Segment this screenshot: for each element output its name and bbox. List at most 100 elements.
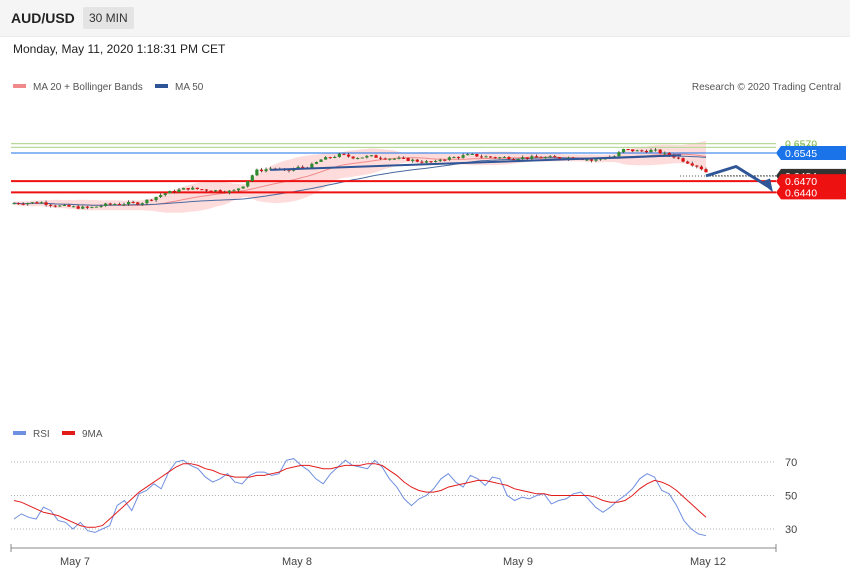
- candle-body: [544, 157, 548, 159]
- candle-body: [67, 204, 71, 207]
- candle-body: [653, 149, 658, 151]
- candle-body: [53, 205, 57, 207]
- candle-body: [301, 166, 305, 168]
- candle-body: [429, 161, 433, 163]
- candle-body: [521, 157, 525, 160]
- candle-body: [424, 161, 429, 163]
- candle-body: [246, 181, 250, 187]
- candle-body: [159, 195, 163, 197]
- candle-body: [81, 206, 85, 209]
- candle-body: [397, 157, 401, 159]
- candle-body: [539, 157, 543, 159]
- candle-body: [44, 202, 48, 205]
- candle-body: [236, 188, 241, 191]
- forecast-arrow-head: [761, 178, 773, 193]
- x-axis: May 7 May 8 May 9 May 12: [10, 544, 777, 568]
- candle-body: [204, 189, 209, 191]
- candle-body: [557, 157, 561, 159]
- candle-body: [493, 157, 497, 159]
- candle-body: [621, 148, 626, 153]
- candle-body: [635, 150, 639, 152]
- candle-body: [603, 158, 607, 160]
- candle-body: [699, 166, 704, 170]
- candle-body: [99, 205, 103, 207]
- candle-body: [181, 188, 186, 190]
- ma9-legend-swatch: [62, 431, 75, 435]
- candle-body: [26, 203, 30, 205]
- candle-body: [704, 169, 708, 173]
- candle-body: [12, 203, 16, 205]
- annotations: [270, 154, 773, 193]
- price-levels: [11, 143, 776, 194]
- candle-body: [223, 191, 227, 193]
- candle-body: [21, 203, 25, 205]
- candle-body: [411, 159, 415, 161]
- candle-body: [136, 202, 140, 205]
- candle-body: [232, 190, 236, 192]
- candle-body: [324, 157, 328, 160]
- candle-body: [35, 202, 39, 204]
- candle-body: [690, 163, 694, 166]
- candle-body: [296, 166, 300, 169]
- rsi-tick-30: 30: [785, 524, 797, 536]
- candle-body: [383, 158, 387, 160]
- timeframe-button[interactable]: 30 MIN: [83, 7, 134, 29]
- candle-body: [507, 157, 511, 160]
- candle-body: [140, 203, 144, 205]
- ma20-legend-swatch: [13, 84, 26, 88]
- level-label-0.6545: 0.6545: [785, 148, 817, 160]
- candle-body: [516, 159, 520, 161]
- candle-body: [163, 193, 167, 196]
- candle-body: [62, 204, 67, 206]
- candle-body: [351, 156, 355, 159]
- level-tag-0.6440: [776, 185, 846, 200]
- level-tag-0.6470: [776, 174, 846, 189]
- candle-body: [640, 150, 644, 152]
- candle-body: [154, 196, 158, 201]
- candle-body: [314, 161, 319, 164]
- candle-body: [553, 156, 557, 158]
- candle-body: [16, 203, 21, 205]
- candle-body: [456, 157, 461, 159]
- candle-body: [177, 189, 181, 193]
- candle-body: [209, 190, 213, 192]
- chart-header: AUD/USD 30 MIN: [0, 0, 850, 37]
- candle-body: [310, 163, 314, 169]
- candle-body: [406, 158, 410, 161]
- candle-body: [534, 156, 539, 158]
- candle-body: [145, 199, 149, 204]
- x-tick-label: May 9: [503, 556, 533, 568]
- candle-body: [594, 159, 598, 161]
- candle-body: [452, 157, 456, 159]
- candle-body: [585, 159, 589, 161]
- candle-body: [264, 169, 268, 172]
- chart-datetime: Monday, May 11, 2020 1:18:31 PM CET: [13, 42, 226, 56]
- rsi-panel: 30 50 70: [11, 457, 797, 537]
- candle-body: [58, 205, 62, 207]
- candle-body: [49, 204, 53, 206]
- candle-body: [360, 157, 364, 159]
- candle-body: [695, 165, 699, 167]
- level-label-0.6470: 0.6470: [785, 176, 817, 188]
- bollinger-bands: [14, 140, 706, 213]
- candle-body: [443, 159, 447, 161]
- candle-body: [530, 156, 534, 159]
- candle-body: [85, 206, 89, 208]
- candle-body: [392, 158, 396, 160]
- candle-body: [525, 157, 529, 159]
- candle-body: [241, 186, 245, 189]
- ma20-legend-label: MA 20 + Bollinger Bands: [33, 82, 143, 93]
- candle-body: [149, 199, 154, 201]
- x-tick-label: May 8: [282, 556, 312, 568]
- candle-body: [434, 160, 438, 162]
- candle-body: [337, 153, 341, 157]
- candle-body: [191, 187, 195, 190]
- rsi-line: [13, 458, 707, 537]
- candle-body: [200, 189, 204, 191]
- candle-body: [30, 202, 34, 204]
- candle-body: [498, 157, 502, 159]
- candle-body: [479, 156, 484, 158]
- candle-body: [667, 152, 671, 156]
